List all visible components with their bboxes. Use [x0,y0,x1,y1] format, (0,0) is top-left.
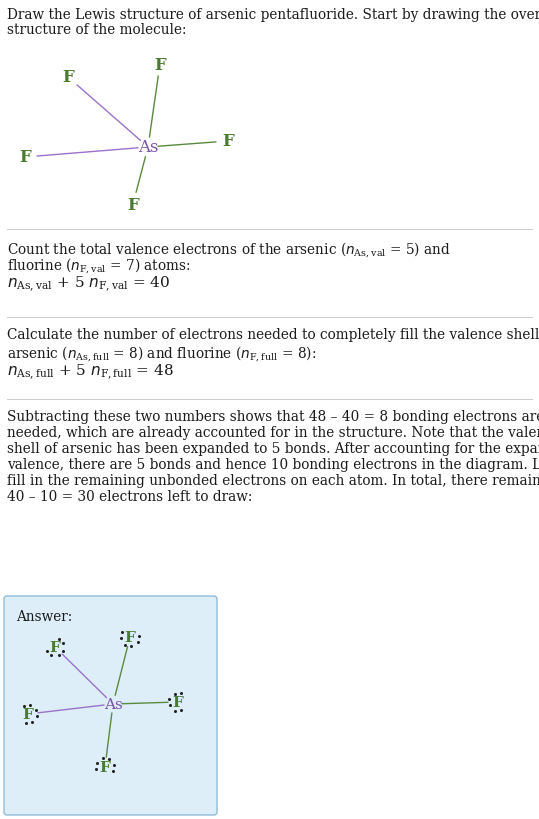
Text: $n_\mathregular{As,full}$ + 5 $n_\mathregular{F,full}$ = 48: $n_\mathregular{As,full}$ + 5 $n_\mathre… [7,361,174,382]
Text: structure of the molecule:: structure of the molecule: [7,23,186,37]
Text: F: F [125,631,135,645]
Text: valence, there are 5 bonds and hence 10 bonding electrons in the diagram. Lastly: valence, there are 5 bonds and hence 10 … [7,458,539,472]
Text: fill in the remaining unbonded electrons on each atom. In total, there remain: fill in the remaining unbonded electrons… [7,473,539,487]
Text: F: F [222,133,234,151]
Text: shell of arsenic has been expanded to 5 bonds. After accounting for the expanded: shell of arsenic has been expanded to 5 … [7,441,539,455]
Text: F: F [23,707,33,721]
Text: F: F [172,695,183,709]
Text: Count the total valence electrons of the arsenic ($n_\mathregular{As,val}$ = 5) : Count the total valence electrons of the… [7,240,451,260]
Text: Draw the Lewis structure of arsenic pentafluoride. Start by drawing the overall: Draw the Lewis structure of arsenic pent… [7,8,539,22]
Text: F: F [62,70,74,86]
Text: F: F [154,57,166,74]
Text: needed, which are already accounted for in the structure. Note that the valence: needed, which are already accounted for … [7,426,539,440]
Text: As: As [138,139,158,156]
Text: As: As [103,697,122,711]
Text: fluorine ($n_\mathregular{F,val}$ = 7) atoms:: fluorine ($n_\mathregular{F,val}$ = 7) a… [7,256,191,275]
Text: F: F [100,760,110,774]
Text: Subtracting these two numbers shows that 48 – 40 = 8 bonding electrons are: Subtracting these two numbers shows that… [7,410,539,423]
Text: $n_\mathregular{As,val}$ + 5 $n_\mathregular{F,val}$ = 40: $n_\mathregular{As,val}$ + 5 $n_\mathreg… [7,274,170,293]
Text: Calculate the number of electrons needed to completely fill the valence shells f: Calculate the number of electrons needed… [7,328,539,342]
Text: F: F [50,640,60,654]
Text: Answer:: Answer: [16,609,72,623]
Text: arsenic ($n_\mathregular{As,full}$ = 8) and fluorine ($n_\mathregular{F,full}$ =: arsenic ($n_\mathregular{As,full}$ = 8) … [7,344,316,363]
Text: 40 – 10 = 30 electrons left to draw:: 40 – 10 = 30 electrons left to draw: [7,490,252,504]
Text: F: F [19,149,31,166]
Text: F: F [127,197,139,213]
FancyBboxPatch shape [4,596,217,815]
